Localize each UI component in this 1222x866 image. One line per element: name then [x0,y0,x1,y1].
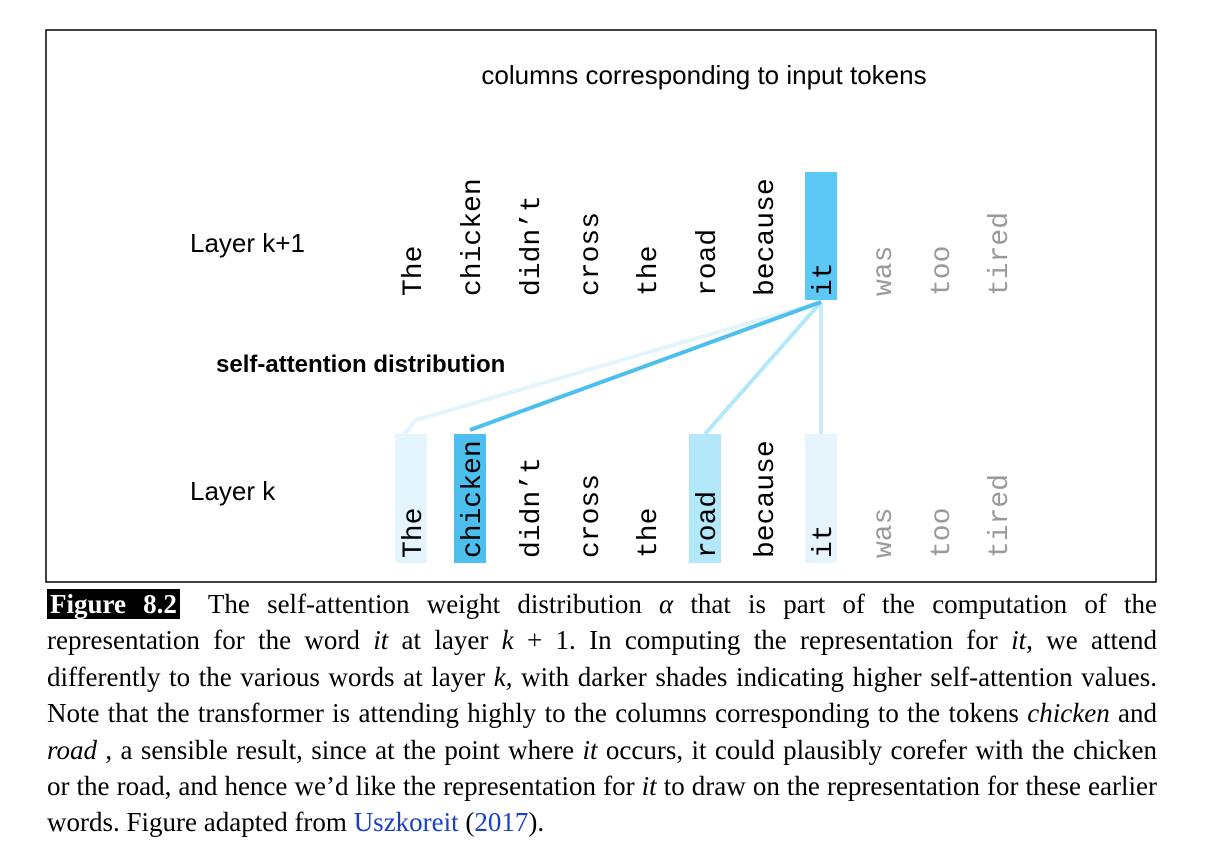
caption-text: it [641,771,657,802]
attention-lines [402,300,823,436]
token: was [869,246,900,296]
token: the [634,508,665,558]
token: tired [985,212,1016,296]
caption-text: α [659,589,674,619]
caption-text: it [1011,625,1027,656]
layer-label: Layer k+1 [190,228,305,258]
token: chicken [458,178,489,296]
token-highlight [395,434,427,563]
token: was [869,508,900,558]
token: The [399,246,430,296]
caption-text: The self-attention weight distribution [207,589,660,619]
token: because [751,178,782,296]
attention-line [402,300,822,436]
token: didn’t [517,195,548,296]
citation-link[interactable]: 2017 [474,807,529,838]
caption-text: it [373,625,389,656]
caption-text: to draw on the representation for these … [47,771,1157,838]
caption-text: chicken [1027,698,1110,729]
attention-line [469,300,822,432]
caption-text: at layer [388,625,502,656]
figure-heading: columns corresponding to input tokens [481,60,926,90]
citation-link[interactable]: Uszkoreit [353,807,459,838]
caption: Figure 8.2 The self-attention weight dist… [47,586,1157,841]
caption-text: , with darker shades indicating higher s… [47,661,1158,729]
caption-text: road [47,734,98,765]
figure-label: Figure 8.2 [47,589,180,619]
caption-text: that is part of the computation of the r… [47,589,1157,656]
token: The [399,508,430,558]
token: because [751,440,782,558]
caption-text: , we attend differently to the various w… [47,625,1157,692]
attention-line [703,300,823,436]
caption-text: ( [458,807,475,838]
token-highlight [689,434,721,563]
token: cross [576,212,607,296]
caption-text: occurs, it could plausibly corefer with … [47,734,1157,802]
layer-label: Layer k [190,476,276,506]
token: tired [985,474,1016,558]
figure-frame [45,29,1157,583]
token-highlight [805,172,837,300]
token: it [809,524,840,558]
caption-text: and [1109,698,1158,729]
token: chicken [458,440,489,558]
token: road [693,229,724,296]
caption-text: ). [528,807,545,838]
token: the [634,246,665,296]
token: too [927,508,958,558]
caption-text: , a sensible result, since at the point … [97,734,583,765]
token: didn’t [517,457,548,558]
token-highlight [454,434,486,563]
token: road [693,491,724,558]
token: too [927,246,958,296]
caption-text: k [501,625,514,656]
token: it [809,262,840,296]
caption-text: k [493,661,506,692]
token: cross [576,474,607,558]
token-highlight [805,434,837,563]
caption-text: it [582,734,598,765]
caption-text: + 1. In computing the representation for [513,625,1012,656]
attention-label: self-attention distribution [216,351,505,378]
